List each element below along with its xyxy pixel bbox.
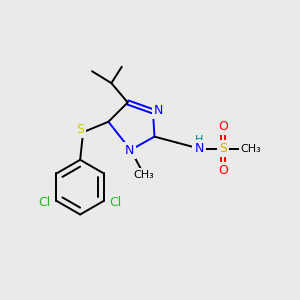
Text: N: N	[154, 104, 163, 117]
Text: N: N	[124, 144, 134, 157]
Text: O: O	[218, 120, 228, 133]
Text: S: S	[219, 142, 227, 155]
Text: O: O	[218, 164, 228, 177]
Text: CH₃: CH₃	[133, 170, 154, 180]
Text: S: S	[76, 123, 84, 136]
Text: N: N	[194, 142, 204, 155]
Text: CH₃: CH₃	[241, 143, 261, 154]
Text: Cl: Cl	[38, 196, 51, 209]
Text: Cl: Cl	[110, 196, 122, 209]
Text: H: H	[195, 135, 203, 145]
